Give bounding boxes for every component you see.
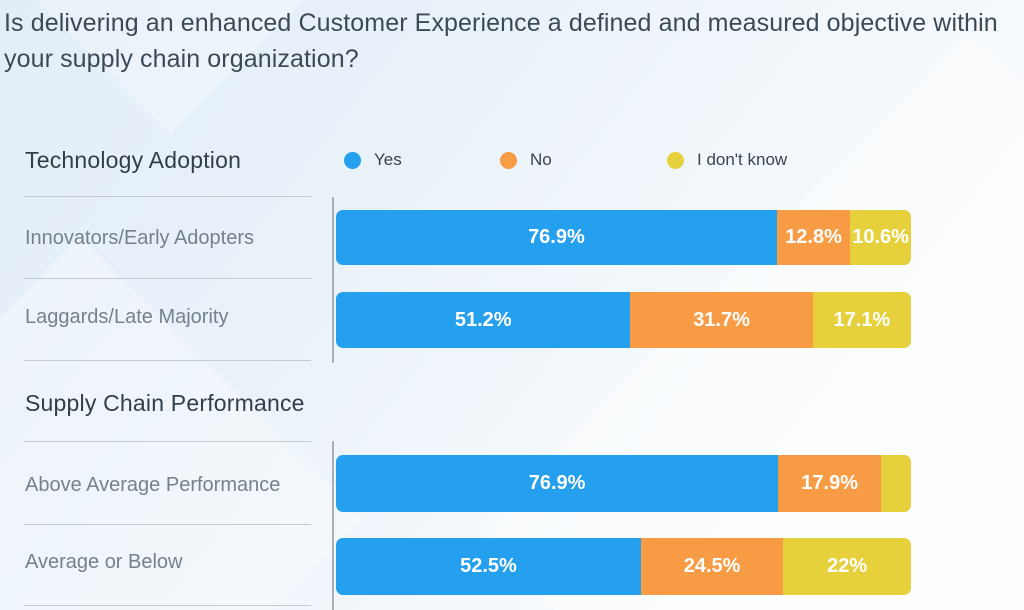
section-header-supply-chain-performance: Supply Chain Performance xyxy=(25,390,305,416)
bar-segment-no: 12.8% xyxy=(776,210,851,265)
bar-segment-no: 24.5% xyxy=(640,538,784,595)
divider-line xyxy=(24,441,311,442)
bar-segment-yes: 76.9% xyxy=(336,210,777,265)
row-label-innovators: Innovators/Early Adopters xyxy=(25,227,255,249)
bar-segment-yes: 52.5% xyxy=(336,538,641,595)
axis-line-group2 xyxy=(332,441,334,610)
divider-line xyxy=(24,360,311,361)
bar-segment-idk: 10.6% xyxy=(850,210,911,265)
bar-segment-idk: 22% xyxy=(783,538,911,595)
bar-value-label: 17.1% xyxy=(833,308,891,331)
bar-segment-idk xyxy=(881,455,911,512)
bar-segment-no: 17.9% xyxy=(778,455,882,512)
bar-value-label: 10.6% xyxy=(852,226,909,248)
legend-item-idk: I don't know xyxy=(667,150,787,170)
legend-dot-yes-icon xyxy=(344,151,361,169)
legend-dot-no-icon xyxy=(500,151,517,169)
legend-item-yes: Yes xyxy=(344,150,500,170)
row-label-laggards: Laggards/Late Majority xyxy=(25,306,229,328)
bar-value-label: 17.9% xyxy=(801,472,858,494)
bar-segment-yes: 76.9% xyxy=(336,455,779,512)
divider-line xyxy=(24,278,311,279)
divider-line xyxy=(24,196,311,197)
legend: Yes No I don't know xyxy=(344,150,787,170)
legend-dot-idk-icon xyxy=(667,151,684,169)
bar-value-label: 22% xyxy=(827,555,868,577)
bar-segment-no: 31.7% xyxy=(630,292,813,348)
stacked-bar-innovators: 76.9% 12.8% 10.6% xyxy=(336,210,911,265)
divider-line xyxy=(24,605,311,606)
bar-value-label: 24.5% xyxy=(683,555,741,577)
section-header-technology-adoption: Technology Adoption xyxy=(25,147,242,173)
legend-label-yes: Yes xyxy=(374,150,402,169)
bar-value-label: 52.5% xyxy=(460,555,517,577)
legend-label-no: No xyxy=(530,150,552,169)
bar-segment-idk: 17.1% xyxy=(812,292,911,348)
bar-segment-yes: 51.2% xyxy=(336,292,631,348)
row-label-above-average: Above Average Performance xyxy=(25,474,281,496)
bar-value-label: 12.8% xyxy=(785,226,842,248)
divider-line xyxy=(24,524,311,525)
chart-title: Is delivering an enhanced Customer Exper… xyxy=(4,9,998,74)
stacked-bar-average-or-below: 52.5% 24.5% 22% xyxy=(336,538,911,595)
bar-value-label: 51.2% xyxy=(454,308,512,331)
axis-line-group1 xyxy=(332,197,334,363)
row-label-average-or-below: Average or Below xyxy=(25,551,183,573)
stacked-bar-above-average: 76.9% 17.9% xyxy=(336,455,911,512)
legend-label-idk: I don't know xyxy=(697,150,788,169)
stacked-bar-laggards: 51.2% 31.7% 17.1% xyxy=(336,292,911,348)
bar-value-label: 31.7% xyxy=(693,308,750,331)
bar-value-label: 76.9% xyxy=(528,226,585,248)
bar-value-label: 76.9% xyxy=(528,472,586,494)
legend-item-no: No xyxy=(500,150,667,170)
